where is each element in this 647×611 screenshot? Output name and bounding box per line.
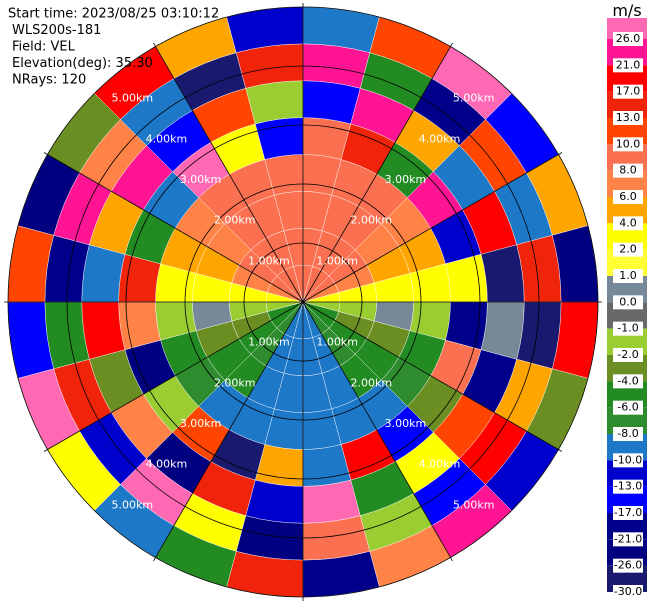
- velocity-cell: [245, 479, 304, 524]
- colorbar-tick-label: -21.0: [614, 532, 642, 545]
- range-label: 1.00km: [316, 336, 358, 349]
- tick-label-bg: [613, 58, 643, 73]
- tick-label-bg: [613, 32, 643, 46]
- tick-label-bg: [613, 427, 643, 441]
- colorbar-tick-label: -8.0: [617, 427, 638, 440]
- colorbar-tick-label: -30.0: [614, 585, 642, 598]
- annotation: WLS200s-181: [12, 23, 101, 38]
- tick-label-bg: [613, 585, 643, 599]
- colorbar-tick-label: 1.0: [619, 269, 637, 282]
- range-label: 4.00km: [146, 458, 188, 471]
- overlay: 1.00km 1.00km 1.00km 1.00km 2.00km 2.00km 2.00…: [4, 3, 602, 601]
- colorbar-tick-label: -10.0: [614, 453, 642, 466]
- range-label: 2.00km: [214, 376, 256, 389]
- colorbar-tick-label: -13.0: [614, 480, 642, 493]
- spoke: [153, 42, 304, 303]
- colorbar-tick-label: -26.0: [614, 559, 642, 572]
- colorbar-tick-label: -1.0: [617, 322, 638, 335]
- colorbar-tick-label: 21.0: [616, 58, 641, 71]
- velocity-cell: [480, 301, 525, 360]
- velocity-cell: [81, 244, 126, 303]
- annotation: Start time: 2023/08/25 03:10:12: [8, 7, 219, 22]
- range-label: 3.00km: [180, 173, 222, 186]
- range-label: 3.00km: [180, 417, 222, 430]
- tick-label-bg: [613, 453, 643, 468]
- range-label: 5.00km: [112, 498, 154, 511]
- spoke: [302, 301, 563, 452]
- colorbar-tick-label: 26.0: [616, 32, 641, 45]
- tick-label-bg: [613, 84, 643, 99]
- colorbar-tick-label: 0.0: [619, 295, 637, 308]
- tick-label-bg: [613, 137, 643, 152]
- range-ring: [7, 6, 599, 598]
- range-label: 1.00km: [248, 254, 290, 267]
- velocity-cell: [480, 244, 525, 303]
- field: [7, 6, 599, 598]
- range-label: 3.00km: [385, 417, 427, 430]
- annotations: Start time: 2023/08/25 03:10:12WLS200s-1…: [8, 7, 219, 88]
- range-label: 5.00km: [112, 92, 154, 105]
- colorbar-tick-label: 13.0: [616, 111, 641, 124]
- tick-label-bg: [613, 558, 643, 573]
- tick-label-bg: [613, 216, 643, 231]
- colorbar-title: m/s: [612, 1, 641, 20]
- range-label: 2.00km: [214, 214, 256, 227]
- range-ring: [125, 124, 481, 480]
- annotation: Field: VEL: [12, 40, 76, 55]
- range-label: 4.00km: [419, 458, 461, 471]
- tick-label-bg: [613, 374, 643, 389]
- tick-label-bg: [613, 400, 643, 415]
- colorbar-tick-label: 8.0: [619, 164, 637, 177]
- annotation: Elevation(deg): 35.30: [12, 56, 153, 71]
- velocity-cell: [302, 80, 361, 125]
- annotation: NRays: 120: [12, 73, 86, 88]
- colorbar: m/s 26.0 21.0 17.0 13.0 10.0 8.0 6.0 4.0 2.0 1.0 0…: [607, 1, 647, 599]
- tick-label-bg: [613, 321, 643, 336]
- spoke: [302, 42, 453, 303]
- colorbar-tick-label: -2.0: [617, 348, 638, 361]
- range-label: 2.00km: [350, 376, 392, 389]
- range-label: 1.00km: [248, 336, 290, 349]
- tick-label-bg: [613, 163, 643, 178]
- range-label: 4.00km: [146, 132, 188, 145]
- spoke: [43, 152, 304, 303]
- spoke: [43, 301, 304, 452]
- colorbar-tick-label: 10.0: [616, 137, 641, 150]
- tick-label-bg: [613, 295, 643, 310]
- colorbar-tick-label: 6.0: [619, 190, 637, 203]
- spoke: [153, 301, 304, 562]
- tick-label-bg: [613, 348, 643, 362]
- colorbar-tick-label: 17.0: [616, 85, 641, 98]
- colorbar-tick-label: 4.0: [619, 216, 637, 229]
- range-ring: [184, 183, 422, 421]
- range-label: 5.00km: [453, 498, 495, 511]
- colorbar-tick-label: -4.0: [617, 374, 638, 387]
- colorbar-tick-label: -17.0: [614, 506, 642, 519]
- tick-label-bg: [613, 506, 643, 520]
- range-label: 4.00km: [419, 132, 461, 145]
- velocity-cell: [245, 80, 304, 125]
- tick-label-bg: [613, 190, 643, 204]
- tick-label-bg: [613, 269, 643, 283]
- colorbar-tick-label: 2.0: [619, 243, 637, 256]
- spoke: [302, 301, 453, 562]
- spoke: [302, 152, 563, 303]
- range-label: 3.00km: [385, 173, 427, 186]
- range-label: 5.00km: [453, 92, 495, 105]
- tick-label-bg: [613, 532, 643, 547]
- range-label: 2.00km: [350, 214, 392, 227]
- range-ring: [243, 242, 363, 362]
- velocity-cell: [302, 479, 361, 524]
- colorbar-tick-label: -6.0: [617, 401, 638, 414]
- velocity-cell: [81, 301, 126, 360]
- range-label: 1.00km: [316, 254, 358, 267]
- tick-label-bg: [613, 242, 643, 257]
- tick-label-bg: [613, 111, 643, 125]
- tick-label-bg: [613, 479, 643, 494]
- range-ring: [66, 65, 540, 539]
